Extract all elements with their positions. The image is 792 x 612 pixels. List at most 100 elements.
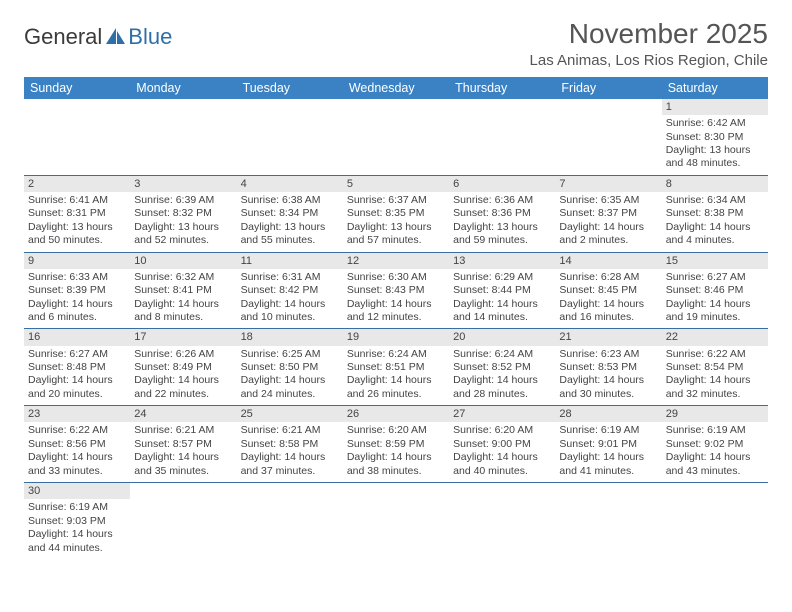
cell-body: Sunrise: 6:37 AMSunset: 8:35 PMDaylight:…: [343, 194, 449, 252]
daylight-text: Daylight: 14 hours and 14 minutes.: [453, 298, 551, 325]
calendar-cell: 19Sunrise: 6:24 AMSunset: 8:51 PMDayligh…: [343, 329, 449, 405]
sunrise-text: Sunrise: 6:24 AM: [453, 348, 551, 361]
sunrise-text: Sunrise: 6:22 AM: [666, 348, 764, 361]
sunset-text: Sunset: 9:00 PM: [453, 438, 551, 451]
sunrise-text: Sunrise: 6:19 AM: [666, 424, 764, 437]
logo: General Blue: [24, 18, 172, 50]
calendar-cell-empty: [449, 99, 555, 175]
daylight-text: Daylight: 14 hours and 19 minutes.: [666, 298, 764, 325]
cell-body: Sunrise: 6:22 AMSunset: 8:54 PMDaylight:…: [662, 348, 768, 406]
calendar-cell: 11Sunrise: 6:31 AMSunset: 8:42 PMDayligh…: [237, 253, 343, 329]
daylight-text: Daylight: 14 hours and 37 minutes.: [241, 451, 339, 478]
day-number: 9: [24, 253, 130, 269]
day-header-monday: Monday: [130, 77, 236, 99]
sunrise-text: Sunrise: 6:30 AM: [347, 271, 445, 284]
calendar-cell-empty: [130, 99, 236, 175]
cell-body: Sunrise: 6:19 AMSunset: 9:03 PMDaylight:…: [24, 501, 130, 559]
calendar-cell-empty: [237, 483, 343, 559]
sunrise-text: Sunrise: 6:37 AM: [347, 194, 445, 207]
calendar-cell: 25Sunrise: 6:21 AMSunset: 8:58 PMDayligh…: [237, 406, 343, 482]
sunrise-text: Sunrise: 6:22 AM: [28, 424, 126, 437]
calendar: Sunday Monday Tuesday Wednesday Thursday…: [24, 77, 768, 559]
sunset-text: Sunset: 8:41 PM: [134, 284, 232, 297]
sunrise-text: Sunrise: 6:42 AM: [666, 117, 764, 130]
sunset-text: Sunset: 8:50 PM: [241, 361, 339, 374]
cell-body: Sunrise: 6:41 AMSunset: 8:31 PMDaylight:…: [24, 194, 130, 252]
daylight-text: Daylight: 14 hours and 10 minutes.: [241, 298, 339, 325]
sunset-text: Sunset: 8:58 PM: [241, 438, 339, 451]
sunset-text: Sunset: 8:31 PM: [28, 207, 126, 220]
calendar-cell: 23Sunrise: 6:22 AMSunset: 8:56 PMDayligh…: [24, 406, 130, 482]
sail-icon: [105, 25, 127, 51]
calendar-cell: 30 Sunrise: 6:19 AMSunset: 9:03 PMDayligh…: [24, 483, 130, 559]
daylight-text: Daylight: 14 hours and 43 minutes.: [666, 451, 764, 478]
calendar-cell: 2Sunrise: 6:41 AMSunset: 8:31 PMDaylight…: [24, 176, 130, 252]
day-number: 1: [662, 99, 768, 115]
day-number: 28: [555, 406, 661, 422]
cell-body: Sunrise: 6:32 AMSunset: 8:41 PMDaylight:…: [130, 271, 236, 329]
day-number: 18: [237, 329, 343, 345]
daylight-text: Daylight: 13 hours and 48 minutes.: [666, 144, 764, 171]
calendar-cell: 14Sunrise: 6:28 AMSunset: 8:45 PMDayligh…: [555, 253, 661, 329]
calendar-week: 23Sunrise: 6:22 AMSunset: 8:56 PMDayligh…: [24, 406, 768, 483]
sunrise-text: Sunrise: 6:35 AM: [559, 194, 657, 207]
sunset-text: Sunset: 8:53 PM: [559, 361, 657, 374]
day-number: 12: [343, 253, 449, 269]
calendar-cell-empty: [343, 483, 449, 559]
day-number: 14: [555, 253, 661, 269]
day-number: 15: [662, 253, 768, 269]
cell-body: Sunrise: 6:19 AMSunset: 9:02 PMDaylight:…: [662, 424, 768, 482]
daylight-text: Daylight: 14 hours and 2 minutes.: [559, 221, 657, 248]
sunrise-text: Sunrise: 6:24 AM: [347, 348, 445, 361]
calendar-cell: 13 Sunrise: 6:29 AMSunset: 8:44 PMDayligh…: [449, 253, 555, 329]
cell-body: Sunrise: 6:25 AMSunset: 8:50 PMDaylight:…: [237, 348, 343, 406]
daylight-text: Daylight: 14 hours and 32 minutes.: [666, 374, 764, 401]
sunrise-text: Sunrise: 6:27 AM: [28, 348, 126, 361]
cell-body: Sunrise: 6:21 AMSunset: 8:57 PMDaylight:…: [130, 424, 236, 482]
sunrise-text: Sunrise: 6:25 AM: [241, 348, 339, 361]
cell-body: Sunrise: 6:24 AMSunset: 8:52 PMDaylight:…: [449, 348, 555, 406]
calendar-cell: 15 Sunrise: 6:27 AMSunset: 8:46 PMDayligh…: [662, 253, 768, 329]
sunrise-text: Sunrise: 6:39 AM: [134, 194, 232, 207]
calendar-cell: 7Sunrise: 6:35 AMSunset: 8:37 PMDaylight…: [555, 176, 661, 252]
sunset-text: Sunset: 9:02 PM: [666, 438, 764, 451]
day-number: 13: [449, 253, 555, 269]
daylight-text: Daylight: 14 hours and 38 minutes.: [347, 451, 445, 478]
daylight-text: Daylight: 13 hours and 59 minutes.: [453, 221, 551, 248]
sunset-text: Sunset: 9:01 PM: [559, 438, 657, 451]
day-number: 5: [343, 176, 449, 192]
sunrise-text: Sunrise: 6:41 AM: [28, 194, 126, 207]
calendar-week: 16Sunrise: 6:27 AMSunset: 8:48 PMDayligh…: [24, 329, 768, 406]
logo-text-part1: General: [24, 24, 102, 50]
cell-body: Sunrise: 6:29 AMSunset: 8:44 PMDaylight:…: [449, 271, 555, 329]
sunset-text: Sunset: 8:30 PM: [666, 131, 764, 144]
logo-text-part2: Blue: [128, 24, 172, 50]
calendar-cell: 21Sunrise: 6:23 AMSunset: 8:53 PMDayligh…: [555, 329, 661, 405]
sunrise-text: Sunrise: 6:21 AM: [134, 424, 232, 437]
cell-body: Sunrise: 6:22 AMSunset: 8:56 PMDaylight:…: [24, 424, 130, 482]
day-number: 11: [237, 253, 343, 269]
day-header-tuesday: Tuesday: [237, 77, 343, 99]
calendar-cell: 24Sunrise: 6:21 AMSunset: 8:57 PMDayligh…: [130, 406, 236, 482]
cell-body: Sunrise: 6:35 AMSunset: 8:37 PMDaylight:…: [555, 194, 661, 252]
day-number: 30: [24, 483, 130, 499]
cell-body: Sunrise: 6:38 AMSunset: 8:34 PMDaylight:…: [237, 194, 343, 252]
daylight-text: Daylight: 14 hours and 6 minutes.: [28, 298, 126, 325]
cell-body: Sunrise: 6:27 AMSunset: 8:46 PMDaylight:…: [662, 271, 768, 329]
sunset-text: Sunset: 8:43 PM: [347, 284, 445, 297]
month-title: November 2025: [530, 18, 768, 50]
sunset-text: Sunset: 8:56 PM: [28, 438, 126, 451]
calendar-week: 1 Sunrise: 6:42 AMSunset: 8:30 PMDaylight…: [24, 99, 768, 176]
cell-body: Sunrise: 6:34 AMSunset: 8:38 PMDaylight:…: [662, 194, 768, 252]
sunset-text: Sunset: 8:35 PM: [347, 207, 445, 220]
daylight-text: Daylight: 14 hours and 40 minutes.: [453, 451, 551, 478]
location-text: Las Animas, Los Rios Region, Chile: [530, 52, 768, 69]
daylight-text: Daylight: 14 hours and 22 minutes.: [134, 374, 232, 401]
calendar-cell: 26Sunrise: 6:20 AMSunset: 8:59 PMDayligh…: [343, 406, 449, 482]
daylight-text: Daylight: 13 hours and 52 minutes.: [134, 221, 232, 248]
cell-body: Sunrise: 6:19 AMSunset: 9:01 PMDaylight:…: [555, 424, 661, 482]
sunset-text: Sunset: 8:54 PM: [666, 361, 764, 374]
cell-body: Sunrise: 6:26 AMSunset: 8:49 PMDaylight:…: [130, 348, 236, 406]
sunset-text: Sunset: 8:45 PM: [559, 284, 657, 297]
calendar-week: 9Sunrise: 6:33 AMSunset: 8:39 PMDaylight…: [24, 253, 768, 330]
